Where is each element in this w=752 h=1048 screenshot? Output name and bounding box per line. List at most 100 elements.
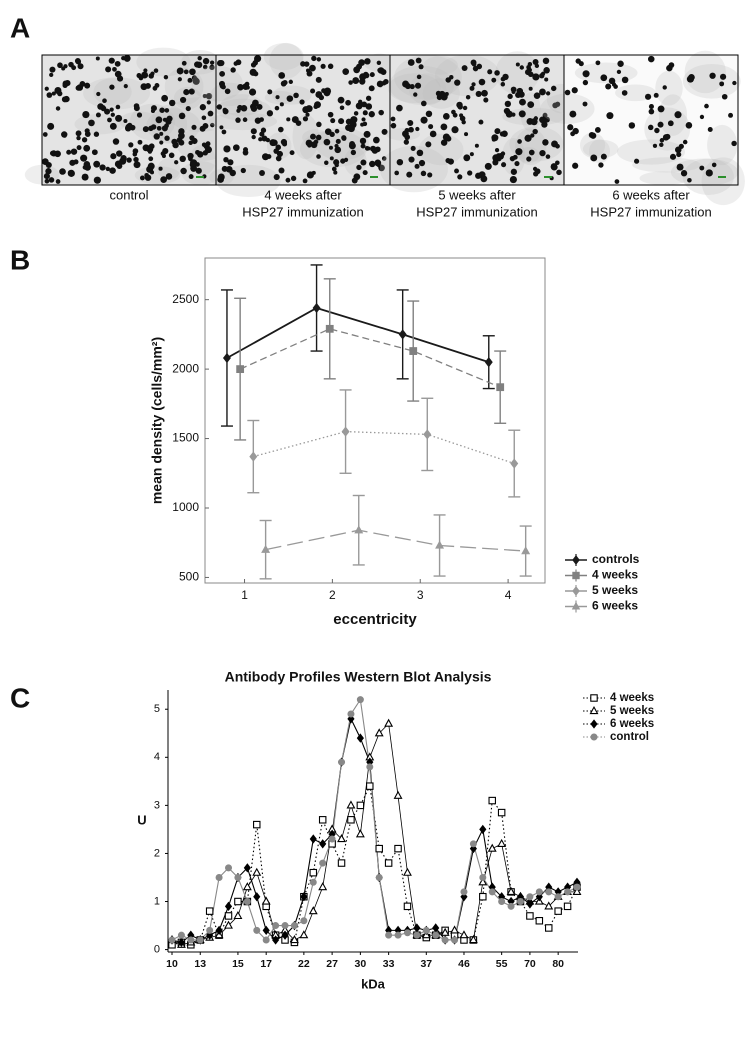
- cell-dot: [109, 167, 116, 174]
- cell-dot: [531, 119, 536, 125]
- point: [168, 936, 176, 944]
- cell-dot: [148, 156, 154, 162]
- cell-dot: [373, 136, 380, 144]
- cell-dot: [719, 81, 725, 87]
- cell-dot: [475, 172, 482, 179]
- cell-dot: [233, 144, 240, 151]
- x-tick-label: 37: [420, 958, 432, 970]
- cell-dot: [119, 157, 127, 165]
- cell-dot: [350, 149, 357, 156]
- cell-dot: [57, 91, 63, 97]
- cell-dot: [48, 177, 55, 183]
- cell-dot: [648, 124, 654, 131]
- y-tick-label: 1500: [172, 431, 199, 445]
- cell-dot: [55, 106, 61, 111]
- cell-dot: [621, 90, 628, 96]
- cell-dot: [165, 118, 172, 125]
- cell-dot: [524, 134, 532, 142]
- cell-dot: [451, 126, 459, 134]
- cell-dot: [413, 92, 418, 97]
- x-axis-label: eccentricity: [333, 611, 417, 628]
- cell-dot: [202, 57, 210, 65]
- cell-dot: [425, 110, 433, 118]
- legend-label: 5 weeks: [592, 583, 638, 597]
- panel-label: A: [10, 12, 30, 43]
- legend-label: control: [610, 731, 649, 743]
- cell-dot: [674, 111, 682, 119]
- cell-dot: [282, 79, 288, 86]
- cell-dot: [341, 135, 347, 141]
- cell-dot: [105, 166, 111, 172]
- cell-dot: [478, 78, 486, 86]
- cell-dot: [420, 116, 428, 124]
- cell-dot: [146, 145, 152, 150]
- cell-dot: [114, 70, 122, 78]
- cell-dot: [223, 145, 231, 153]
- cell-dot: [221, 84, 226, 90]
- cell-dot: [73, 159, 79, 165]
- cell-dot: [457, 104, 463, 110]
- point: [253, 820, 261, 829]
- point: [243, 863, 251, 873]
- cell-dot: [571, 87, 578, 94]
- cell-dot: [414, 163, 420, 169]
- cell-dot: [168, 152, 175, 159]
- cell-dot: [501, 162, 507, 168]
- cell-dot: [572, 162, 579, 169]
- cell-dot: [582, 79, 589, 86]
- cell-dot: [461, 65, 468, 72]
- cell-dot: [500, 151, 506, 156]
- cell-dot: [84, 131, 91, 138]
- cell-dot: [133, 105, 140, 112]
- cell-dot: [595, 60, 601, 66]
- cell-dot: [527, 101, 535, 109]
- cell-dot: [164, 135, 170, 141]
- tissue-shade: [379, 145, 448, 193]
- cell-dot: [462, 105, 468, 111]
- cell-dot: [229, 169, 236, 177]
- cell-dot: [532, 128, 538, 135]
- tissue-shade: [263, 43, 304, 71]
- cell-dot: [478, 119, 484, 125]
- tissue-shade: [269, 42, 304, 79]
- cell-dot: [534, 63, 540, 69]
- cell-dot: [414, 82, 422, 89]
- cell-dot: [115, 114, 123, 122]
- x-tick-label: 1: [241, 588, 248, 602]
- cell-dot: [84, 82, 91, 89]
- cell-dot: [613, 84, 618, 89]
- point: [299, 930, 309, 939]
- cell-dot: [676, 163, 684, 171]
- cell-dot: [440, 139, 448, 146]
- cell-dot: [81, 137, 88, 143]
- cell-dot: [192, 77, 199, 84]
- cell-dot: [396, 104, 403, 112]
- cell-dot: [207, 110, 214, 117]
- x-tick-label: 17: [260, 958, 272, 970]
- cell-dot: [209, 60, 215, 65]
- cell-dot: [515, 148, 523, 156]
- cell-dot: [305, 105, 313, 113]
- cell-dot: [95, 56, 100, 61]
- cell-dot: [427, 172, 433, 178]
- cell-dot: [104, 108, 111, 115]
- point: [253, 892, 261, 902]
- cell-dot: [115, 104, 121, 110]
- cell-dot: [316, 154, 321, 159]
- cell-dot: [415, 57, 422, 64]
- cell-dot: [160, 176, 168, 183]
- x-tick-label: 70: [524, 958, 536, 970]
- cell-dot: [67, 169, 75, 177]
- point: [252, 867, 262, 876]
- tissue-shade: [387, 73, 441, 103]
- cell-dot: [605, 83, 612, 90]
- cell-dot: [454, 79, 461, 86]
- cell-dot: [472, 65, 479, 72]
- cell-dot: [614, 179, 620, 184]
- point: [346, 800, 356, 809]
- series-line: [239, 328, 501, 388]
- tissue-shade: [639, 171, 689, 186]
- cell-dot: [95, 112, 101, 118]
- point: [384, 859, 393, 867]
- cell-dot: [383, 79, 389, 85]
